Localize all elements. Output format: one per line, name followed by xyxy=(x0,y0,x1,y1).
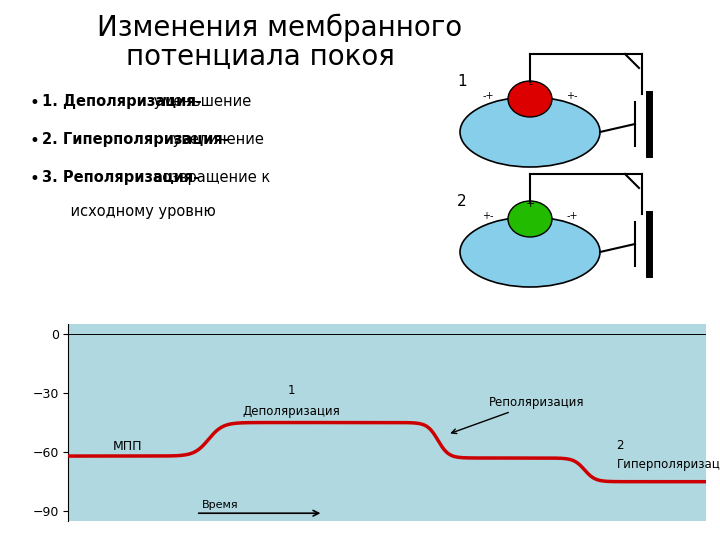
Text: •: • xyxy=(30,132,40,150)
Text: уменьшение: уменьшение xyxy=(149,94,251,109)
Text: -+: -+ xyxy=(482,91,494,101)
Text: +-: +- xyxy=(566,91,577,101)
Ellipse shape xyxy=(460,97,600,167)
Text: Гиперполяризация: Гиперполяризация xyxy=(616,458,720,471)
Ellipse shape xyxy=(508,81,552,117)
Text: Реполяризация: Реполяризация xyxy=(451,396,585,434)
Text: +-: +- xyxy=(482,211,494,221)
Text: исходному уровню: исходному уровню xyxy=(52,204,216,219)
Text: Изменения мембранного: Изменения мембранного xyxy=(97,14,462,43)
Text: 2: 2 xyxy=(616,439,624,452)
Text: увеличение: увеличение xyxy=(168,132,264,147)
Text: 2. Гиперполяризация-: 2. Гиперполяризация- xyxy=(42,132,229,147)
Text: •: • xyxy=(30,170,40,188)
Text: Время: Время xyxy=(202,500,239,510)
Text: возвращение к: возвращение к xyxy=(149,170,270,185)
Text: МПП: МПП xyxy=(113,440,143,453)
Text: 3. Реполяризация-: 3. Реполяризация- xyxy=(42,170,199,185)
Text: -: - xyxy=(528,79,532,89)
Text: 1: 1 xyxy=(457,75,467,90)
Text: -+: -+ xyxy=(566,211,577,221)
Text: •: • xyxy=(30,94,40,112)
Ellipse shape xyxy=(508,201,552,237)
Text: 1. Деполяризация-: 1. Деполяризация- xyxy=(42,94,202,109)
Ellipse shape xyxy=(460,217,600,287)
Text: потенциала покоя: потенциала покоя xyxy=(125,42,395,70)
Text: +: + xyxy=(526,199,535,209)
Text: Деполяризация: Деполяризация xyxy=(243,405,341,418)
Text: 1: 1 xyxy=(288,384,295,397)
Text: 2: 2 xyxy=(457,194,467,210)
